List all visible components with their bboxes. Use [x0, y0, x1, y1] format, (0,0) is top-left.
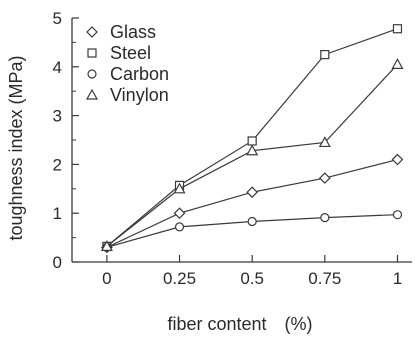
- x-tick-label: 0: [102, 269, 111, 288]
- series-line-glass: [106, 158, 398, 248]
- y-tick-label: 4: [53, 58, 62, 77]
- data-point-carbon: [392, 210, 403, 220]
- ticks: 0 0.25 0.5 0.75 1 0 1 2 3 4 5: [53, 9, 403, 288]
- legend-item-steel: Steel: [87, 43, 151, 63]
- legend-item-carbon: Carbon: [87, 64, 169, 84]
- legend-marker-steel: [87, 48, 97, 58]
- data-point-steel: [392, 24, 403, 34]
- series-vinylon: [100, 58, 404, 251]
- data-point-steel: [247, 136, 257, 146]
- data-point-glass: [318, 172, 331, 184]
- legend-label-glass: Glass: [110, 22, 156, 42]
- legend-marker-carbon: [87, 69, 97, 79]
- legend-marker-glass: [86, 26, 98, 38]
- x-tick-label: 0.5: [240, 269, 264, 288]
- legend-item-glass: Glass: [86, 22, 156, 42]
- data-point-vinylon: [391, 58, 404, 69]
- data-point-carbon: [320, 212, 330, 223]
- data-point-vinylon: [173, 182, 186, 194]
- legend-item-vinylon: Vinylon: [85, 85, 169, 105]
- x-tick-label: 1: [393, 269, 402, 288]
- x-tick-label: 0.25: [163, 269, 196, 288]
- series-carbon: [102, 210, 403, 252]
- y-tick-label: 0: [53, 253, 62, 272]
- series-layer: [100, 24, 404, 254]
- legend-label-steel: Steel: [110, 43, 151, 63]
- data-point-vinylon: [246, 144, 259, 156]
- y-tick-label: 2: [53, 155, 62, 174]
- data-point-vinylon: [318, 136, 331, 148]
- x-axis-title: fiber content (%): [167, 314, 312, 334]
- legend-label-carbon: Carbon: [110, 64, 169, 84]
- data-point-carbon: [247, 216, 257, 227]
- legend-marker-vinylon: [85, 88, 99, 100]
- data-point-glass: [173, 207, 186, 220]
- y-tick-label: 3: [53, 107, 62, 126]
- y-tick-label: 1: [53, 204, 62, 223]
- data-point-steel: [320, 49, 330, 60]
- series-glass: [101, 153, 404, 254]
- data-point-glass: [391, 153, 404, 166]
- data-point-glass: [246, 186, 259, 199]
- y-tick-label: 5: [53, 9, 62, 28]
- data-point-carbon: [174, 222, 185, 232]
- data-point-vinylon: [100, 240, 113, 251]
- legend-label-vinylon: Vinylon: [110, 85, 169, 105]
- y-axis-title: toughness index (MPa): [6, 55, 26, 240]
- x-tick-label: 0.75: [308, 269, 341, 288]
